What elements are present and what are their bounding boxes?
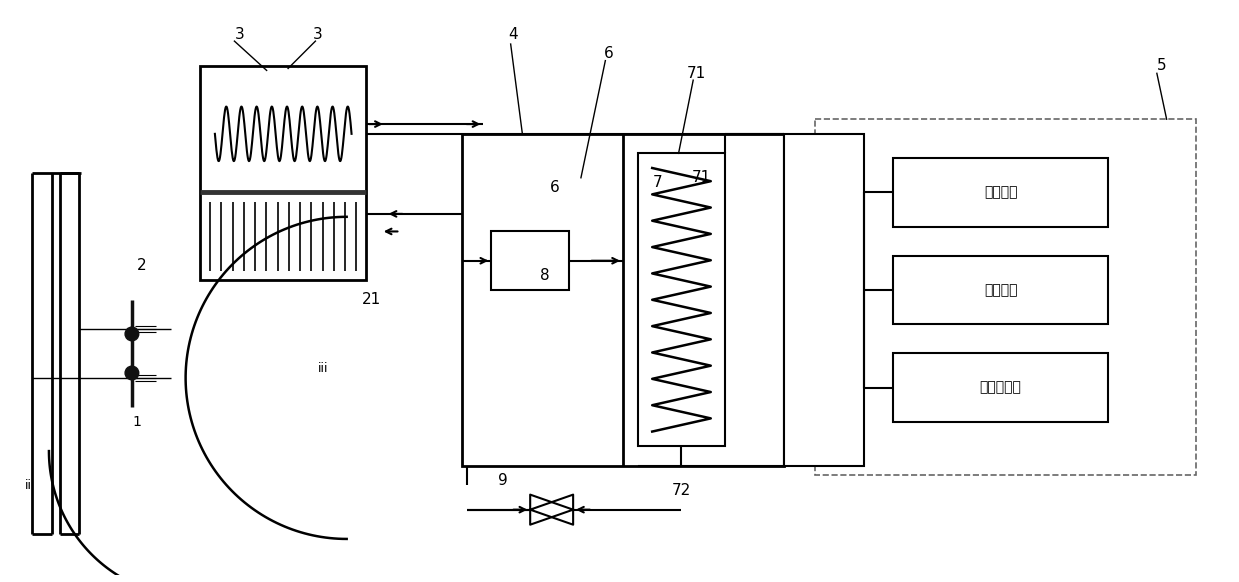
- Text: 1: 1: [133, 415, 141, 429]
- Text: 8: 8: [540, 268, 550, 283]
- Bar: [893, 158, 1108, 226]
- Text: 71: 71: [686, 66, 706, 81]
- Bar: [784, 134, 864, 466]
- Text: 21: 21: [362, 292, 380, 307]
- Text: ii: ii: [25, 479, 32, 492]
- Bar: [893, 256, 1108, 324]
- Text: 6: 6: [550, 180, 560, 195]
- Circle shape: [125, 327, 139, 341]
- Bar: [815, 119, 1196, 475]
- Text: 6: 6: [603, 47, 613, 61]
- Bar: [462, 134, 784, 466]
- Bar: [491, 232, 569, 290]
- Bar: [893, 353, 1108, 422]
- Text: iii: iii: [317, 361, 328, 375]
- Text: 3: 3: [312, 27, 322, 42]
- Text: 7: 7: [652, 175, 662, 190]
- Text: 建筑供热: 建筑供热: [984, 186, 1017, 200]
- Text: 9: 9: [498, 473, 508, 488]
- Text: 72: 72: [672, 482, 691, 498]
- Text: 5: 5: [1157, 58, 1167, 73]
- Circle shape: [125, 366, 139, 380]
- Text: 3: 3: [234, 27, 244, 42]
- Text: 2: 2: [136, 258, 146, 273]
- Text: 其他热用户: 其他热用户: [980, 381, 1022, 395]
- Text: 71: 71: [691, 171, 711, 185]
- Bar: [201, 66, 367, 281]
- Text: 生活热水: 生活热水: [984, 283, 1017, 297]
- Text: 4: 4: [508, 27, 518, 42]
- Bar: [638, 154, 725, 446]
